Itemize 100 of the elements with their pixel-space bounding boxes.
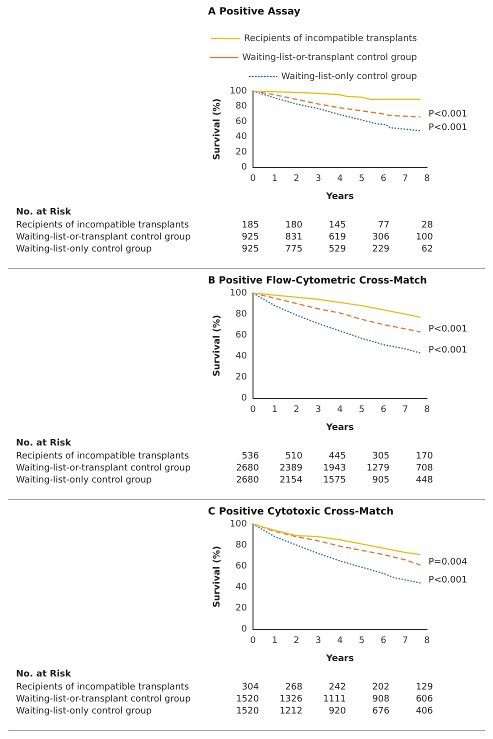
text: 925 xyxy=(242,232,259,242)
x-tick-label: 7 xyxy=(402,174,408,184)
text: Recipients of incompatible transplants xyxy=(16,682,190,692)
legend-label: Waiting-list-only control group xyxy=(281,72,418,82)
line-series xyxy=(252,524,422,566)
text: 905 xyxy=(372,475,390,486)
x-tick-label: 6 xyxy=(380,174,387,184)
text: P<0.001 xyxy=(428,345,468,356)
x-tick-label: 2 xyxy=(294,174,300,184)
text: Waiting-list-or-transplant control group xyxy=(16,232,191,242)
x-tick-label: 8 xyxy=(424,174,430,184)
text: 202 xyxy=(372,682,390,692)
text: 242 xyxy=(328,682,346,692)
y-tick-label: 40 xyxy=(236,582,248,593)
text: 170 xyxy=(416,451,434,462)
x-tick-label: 1 xyxy=(272,636,278,646)
x-tick-label: 3 xyxy=(315,405,322,416)
y-axis-title: Survival (%) xyxy=(212,314,223,377)
legend-label: Recipients of incompatible transplants xyxy=(244,34,418,44)
line-series xyxy=(252,91,422,132)
text: 920 xyxy=(328,706,346,716)
x-tick-label: 1 xyxy=(272,405,278,416)
x-axis-title: Years xyxy=(325,422,354,433)
y-tick-label: 20 xyxy=(236,372,248,383)
text: 185 xyxy=(242,220,259,230)
y-tick-label: 0 xyxy=(241,624,248,635)
x-tick-label: 4 xyxy=(337,636,344,646)
x-tick-label: 5 xyxy=(358,405,365,416)
x-axis-title: Years xyxy=(325,192,354,202)
text: 1279 xyxy=(366,463,390,474)
x-tick-label: 7 xyxy=(402,636,408,646)
text: Waiting-list-or-transplant control group xyxy=(16,694,191,704)
text: 2680 xyxy=(236,463,260,474)
chart-title: B Positive Flow-Cytometric Cross-Match xyxy=(208,275,427,287)
x-tick-label: 8 xyxy=(424,405,430,416)
text: 1943 xyxy=(323,463,346,474)
x-tick-label: 2 xyxy=(294,405,300,416)
text: 1520 xyxy=(236,706,260,716)
y-tick-label: 40 xyxy=(236,132,248,142)
text: 180 xyxy=(285,220,303,230)
text: 831 xyxy=(285,232,302,242)
x-tick-label: 4 xyxy=(337,174,344,184)
y-axis-title: Survival (%) xyxy=(212,546,223,608)
line-series xyxy=(252,293,422,354)
y-tick-label: 0 xyxy=(241,394,248,404)
text: P<0.001 xyxy=(428,324,468,334)
line-series xyxy=(252,524,422,584)
y-tick-label: 100 xyxy=(230,519,248,530)
text: 510 xyxy=(285,451,303,462)
text: P<0.001 xyxy=(428,123,468,134)
text: No. at Risk xyxy=(16,669,72,680)
text: Recipients of incompatible transplants xyxy=(16,220,190,230)
x-tick-label: 6 xyxy=(380,405,387,416)
x-axis-title: Years xyxy=(325,654,354,664)
x-tick-label: 3 xyxy=(315,174,322,184)
y-tick-label: 0 xyxy=(241,162,248,173)
text: 1575 xyxy=(323,475,346,486)
text: 1326 xyxy=(280,694,303,704)
text: P<0.001 xyxy=(428,109,468,120)
text: Waiting-list-only control group xyxy=(16,706,152,716)
text: 606 xyxy=(416,694,434,704)
x-tick-label: 4 xyxy=(337,405,344,416)
text: No. at Risk xyxy=(16,207,72,218)
text: Recipients of incompatible transplants xyxy=(16,451,190,462)
text: 100 xyxy=(416,232,434,242)
line-series xyxy=(252,293,422,333)
y-tick-label: 60 xyxy=(236,562,248,572)
y-tick-label: 60 xyxy=(236,330,248,341)
y-tick-label: 20 xyxy=(236,604,248,614)
y-tick-label: 80 xyxy=(236,309,248,320)
text: 619 xyxy=(328,232,346,242)
line-series xyxy=(252,91,422,118)
text: 406 xyxy=(416,706,434,716)
text: 445 xyxy=(328,451,346,462)
y-tick-label: 80 xyxy=(236,102,248,112)
chart-title: C Positive Cytotoxic Cross-Match xyxy=(208,506,394,518)
x-tick-label: 0 xyxy=(250,405,256,416)
text: 305 xyxy=(372,451,390,462)
text: 925 xyxy=(242,244,259,254)
x-tick-label: 6 xyxy=(380,636,387,646)
text: 2680 xyxy=(236,475,260,486)
y-tick-label: 40 xyxy=(236,352,248,362)
text: 229 xyxy=(372,244,390,254)
x-tick-label: 0 xyxy=(250,174,256,184)
text: 304 xyxy=(242,682,260,692)
text: 448 xyxy=(416,475,434,486)
y-tick-label: 100 xyxy=(230,86,248,96)
x-tick-label: 5 xyxy=(358,636,365,646)
x-tick-label: 7 xyxy=(402,405,408,416)
text: 1111 xyxy=(323,694,346,704)
y-tick-label: 60 xyxy=(236,116,248,127)
text: 708 xyxy=(416,463,434,474)
y-tick-label: 80 xyxy=(236,540,248,550)
text: 145 xyxy=(328,220,346,230)
x-tick-label: 3 xyxy=(315,636,322,646)
text: 2389 xyxy=(280,463,303,474)
text: 306 xyxy=(372,232,390,242)
text: 129 xyxy=(416,682,434,692)
text: P<0.001 xyxy=(428,575,468,586)
text: 676 xyxy=(372,706,390,716)
